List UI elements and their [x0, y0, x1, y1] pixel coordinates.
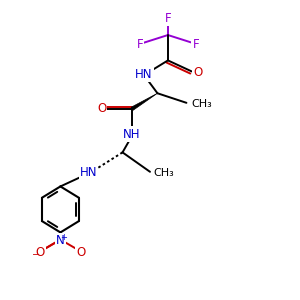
Text: +: +	[61, 233, 68, 242]
Text: F: F	[193, 38, 199, 51]
Text: F: F	[136, 38, 143, 51]
Text: O: O	[76, 246, 85, 259]
Text: −: −	[32, 250, 40, 260]
Text: O: O	[97, 102, 106, 115]
Text: N: N	[56, 234, 65, 247]
Text: HN: HN	[80, 166, 97, 179]
Text: O: O	[35, 246, 45, 259]
Polygon shape	[131, 93, 158, 110]
Text: CH₃: CH₃	[192, 99, 213, 109]
Text: F: F	[165, 11, 171, 25]
Text: HN: HN	[135, 68, 153, 81]
Text: O: O	[193, 67, 203, 80]
Text: NH: NH	[123, 128, 141, 141]
Text: CH₃: CH₃	[153, 168, 174, 178]
